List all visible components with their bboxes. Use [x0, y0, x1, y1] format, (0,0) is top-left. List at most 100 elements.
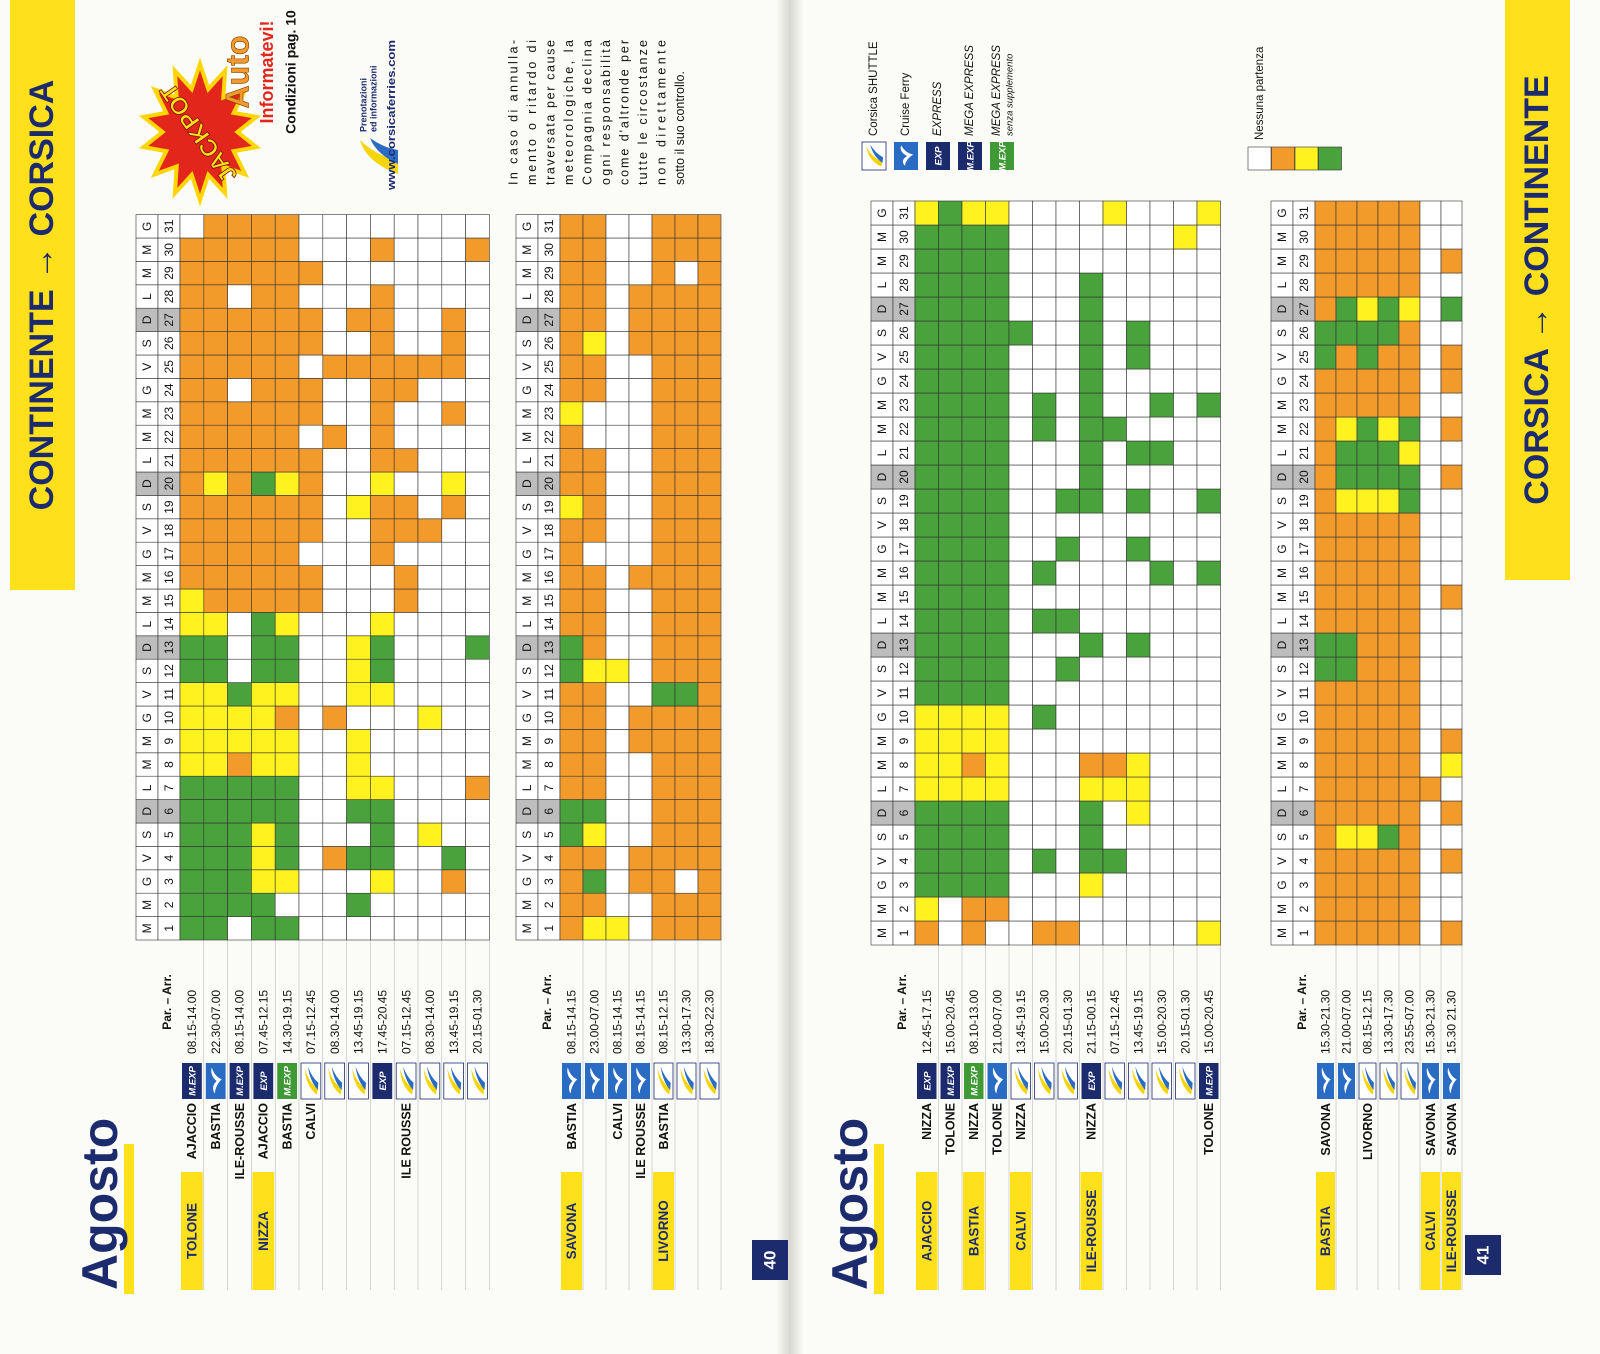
- day-cell: [179, 261, 205, 286]
- day-number: 10: [897, 710, 911, 724]
- day-cell: [346, 424, 371, 449]
- day-cell: [417, 565, 443, 590]
- day-cell: [1335, 224, 1358, 250]
- departure-arrival: 13.30-17.30: [680, 990, 694, 1054]
- day-cell: [227, 705, 252, 730]
- day-cell: [1419, 344, 1442, 370]
- day-cell: [179, 846, 205, 871]
- day-cell: [1398, 272, 1421, 298]
- shuttle-swoosh-blue: [403, 1066, 414, 1090]
- day-cell: [961, 776, 986, 802]
- day-cell: [274, 705, 300, 730]
- day-cell: [697, 588, 722, 613]
- day-cell: [559, 378, 584, 403]
- day-cell: [985, 848, 1010, 874]
- day-cell: [465, 354, 490, 379]
- promo-title: Auto: [219, 36, 255, 109]
- weekday-label: M: [875, 400, 889, 410]
- day-number: 4: [897, 857, 911, 864]
- day-cell: [1102, 224, 1127, 250]
- day-cell: [1314, 224, 1337, 250]
- day-cell: [1196, 464, 1221, 490]
- day-cell: [1032, 560, 1057, 586]
- weekday-label: S: [520, 503, 534, 511]
- shuttle-swoosh-yellow: [703, 1068, 717, 1095]
- day-cell: [1335, 248, 1358, 274]
- day-number: 11: [1297, 686, 1311, 699]
- day-cell: [1196, 680, 1221, 706]
- day-cell: [1356, 488, 1379, 514]
- day-cell: [1440, 872, 1463, 898]
- day-cell: [1314, 920, 1337, 946]
- origin-box: [653, 1172, 674, 1290]
- day-number: 19: [542, 500, 556, 514]
- day-cell: [1419, 752, 1442, 778]
- day-cell: [628, 916, 653, 941]
- day-cell: [370, 752, 395, 777]
- day-number: 14: [897, 614, 911, 628]
- day-cell: [203, 682, 228, 707]
- day-cell: [322, 401, 347, 426]
- day-cell: [582, 658, 607, 683]
- day-cell: [203, 378, 228, 403]
- day-cell: [674, 892, 699, 917]
- day-cell: [1055, 464, 1080, 490]
- day-cell: [1008, 728, 1033, 754]
- day-cell: [674, 448, 699, 473]
- day-cell: [938, 488, 963, 514]
- day-cell: [274, 495, 300, 520]
- weekday-label: S: [875, 665, 889, 673]
- day-cell: [938, 560, 963, 586]
- day-cell: [1398, 632, 1421, 658]
- day-number: 26: [1297, 326, 1311, 340]
- day-cell: [985, 656, 1010, 682]
- day-cell: [674, 424, 699, 449]
- day-cell: [605, 284, 630, 309]
- weekday-label: G: [875, 208, 889, 217]
- weekday-label: V: [140, 363, 154, 371]
- day-cell: [582, 588, 607, 613]
- destination-label: CALVI: [304, 1103, 318, 1140]
- day-cell: [1440, 728, 1463, 754]
- title-accent: [124, 1144, 134, 1294]
- day-cell: [1173, 416, 1198, 442]
- day-cell: [1377, 248, 1400, 274]
- day-cell: [251, 892, 276, 917]
- day-cell: [1055, 560, 1080, 586]
- day-cell: [1440, 752, 1463, 778]
- day-cell: [1335, 320, 1358, 346]
- departure-arrival: 23.55-07.00: [1403, 990, 1417, 1054]
- day-cell: [1079, 440, 1104, 466]
- time-header: Par. – Arr.: [1295, 974, 1309, 1030]
- day-cell: [1079, 704, 1104, 730]
- departure-arrival: 17.45-20.45: [375, 990, 389, 1054]
- day-cell: [465, 284, 490, 309]
- weekday-label: D: [520, 315, 534, 324]
- day-cell: [298, 682, 324, 707]
- day-cell: [1335, 680, 1358, 706]
- day-cell: [274, 424, 300, 449]
- day-cell: [651, 237, 676, 262]
- day-cell: [938, 752, 963, 778]
- day-cell: [1419, 848, 1442, 874]
- day-cell: [346, 565, 371, 590]
- day-cell: [628, 565, 653, 590]
- day-cell: [441, 846, 466, 871]
- day-cell: [274, 682, 300, 707]
- day-number: 11: [897, 686, 911, 699]
- day-number: 7: [1297, 785, 1311, 792]
- day-cell: [1032, 584, 1057, 610]
- day-cell: [1126, 440, 1151, 466]
- promo-subtitle: Informatevi!: [257, 20, 277, 123]
- day-cell: [559, 565, 584, 590]
- day-cell: [298, 729, 324, 754]
- day-number: 22: [162, 430, 176, 444]
- day-cell: [179, 658, 205, 683]
- origin-box: [1316, 1172, 1335, 1290]
- day-cell: [298, 378, 324, 403]
- destination-label: SAVONA: [1424, 1103, 1438, 1156]
- day-cell: [1440, 824, 1463, 850]
- day-cell: [674, 752, 699, 777]
- day-cell: [582, 682, 607, 707]
- day-cell: [1126, 608, 1151, 634]
